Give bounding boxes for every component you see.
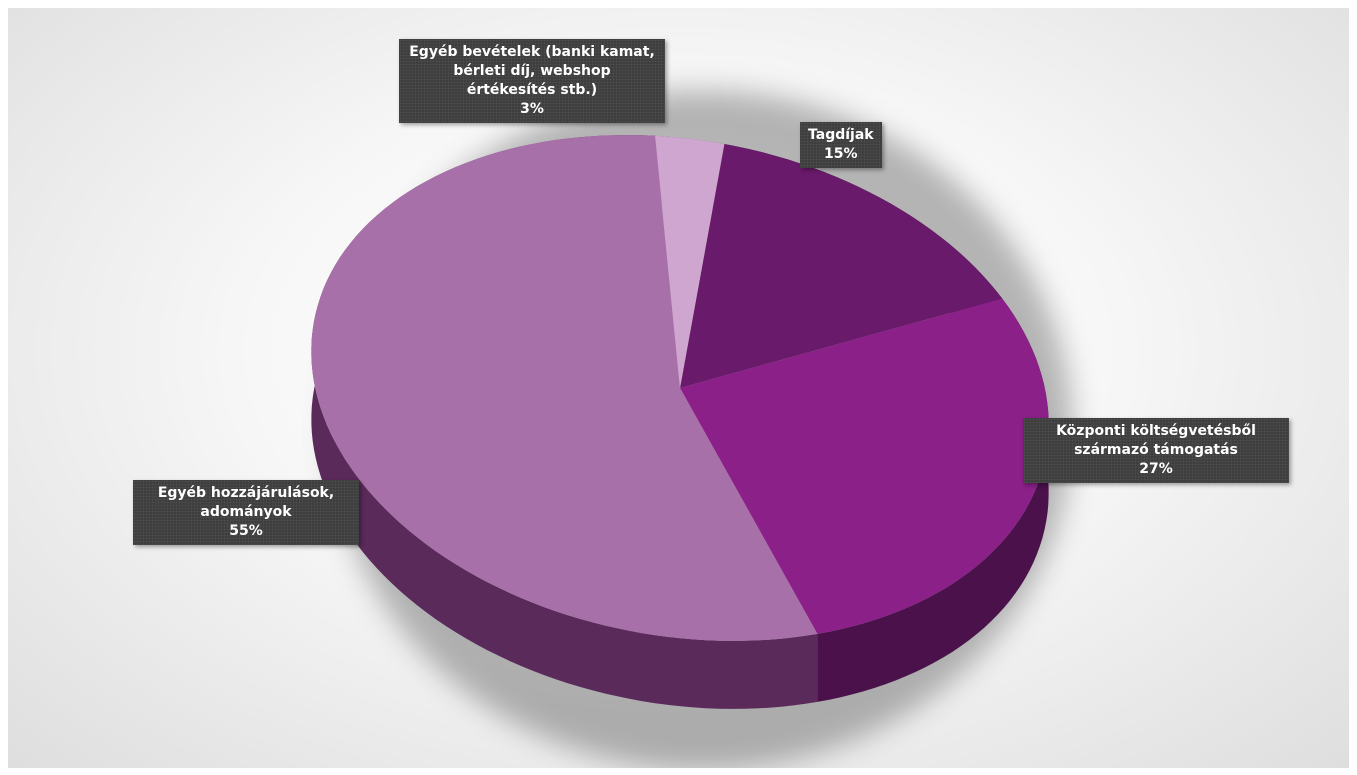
data-label-name: Egyéb hozzájárulások, adományok [157, 485, 335, 520]
pie-side-1 [817, 298, 1049, 702]
pie-side-2 [311, 135, 818, 709]
chart-area: Tagdíjak 15% Központi költségvetésből sz… [8, 8, 1349, 768]
pie-slices [311, 135, 1049, 641]
data-label-name: Egyéb bevételek (banki kamat, bérleti dí… [409, 44, 655, 98]
data-label-name: Tagdíjak [808, 127, 874, 143]
data-label-kozponti: Központi költségvetésből származó támoga… [1023, 418, 1289, 483]
pie-chart [311, 90, 1072, 768]
data-label-percent: 55% [229, 523, 263, 539]
data-label-percent: 3% [520, 101, 544, 117]
data-label-egyeb-hozzajarulasok: Egyéb hozzájárulások, adományok 55% [133, 480, 359, 545]
pie-slice-3 [655, 135, 725, 388]
pie-slice-2 [311, 135, 818, 641]
pie-slice-1 [680, 298, 1049, 634]
pie-slice-0 [680, 144, 1003, 388]
data-label-name: Központi költségvetésből származó támoga… [1056, 423, 1256, 458]
data-label-egyeb-bevetelek: Egyéb bevételek (banki kamat, bérleti dí… [399, 39, 665, 123]
data-label-tagdijak: Tagdíjak 15% [800, 122, 882, 168]
data-label-percent: 15% [824, 146, 858, 162]
data-label-percent: 27% [1139, 461, 1173, 477]
